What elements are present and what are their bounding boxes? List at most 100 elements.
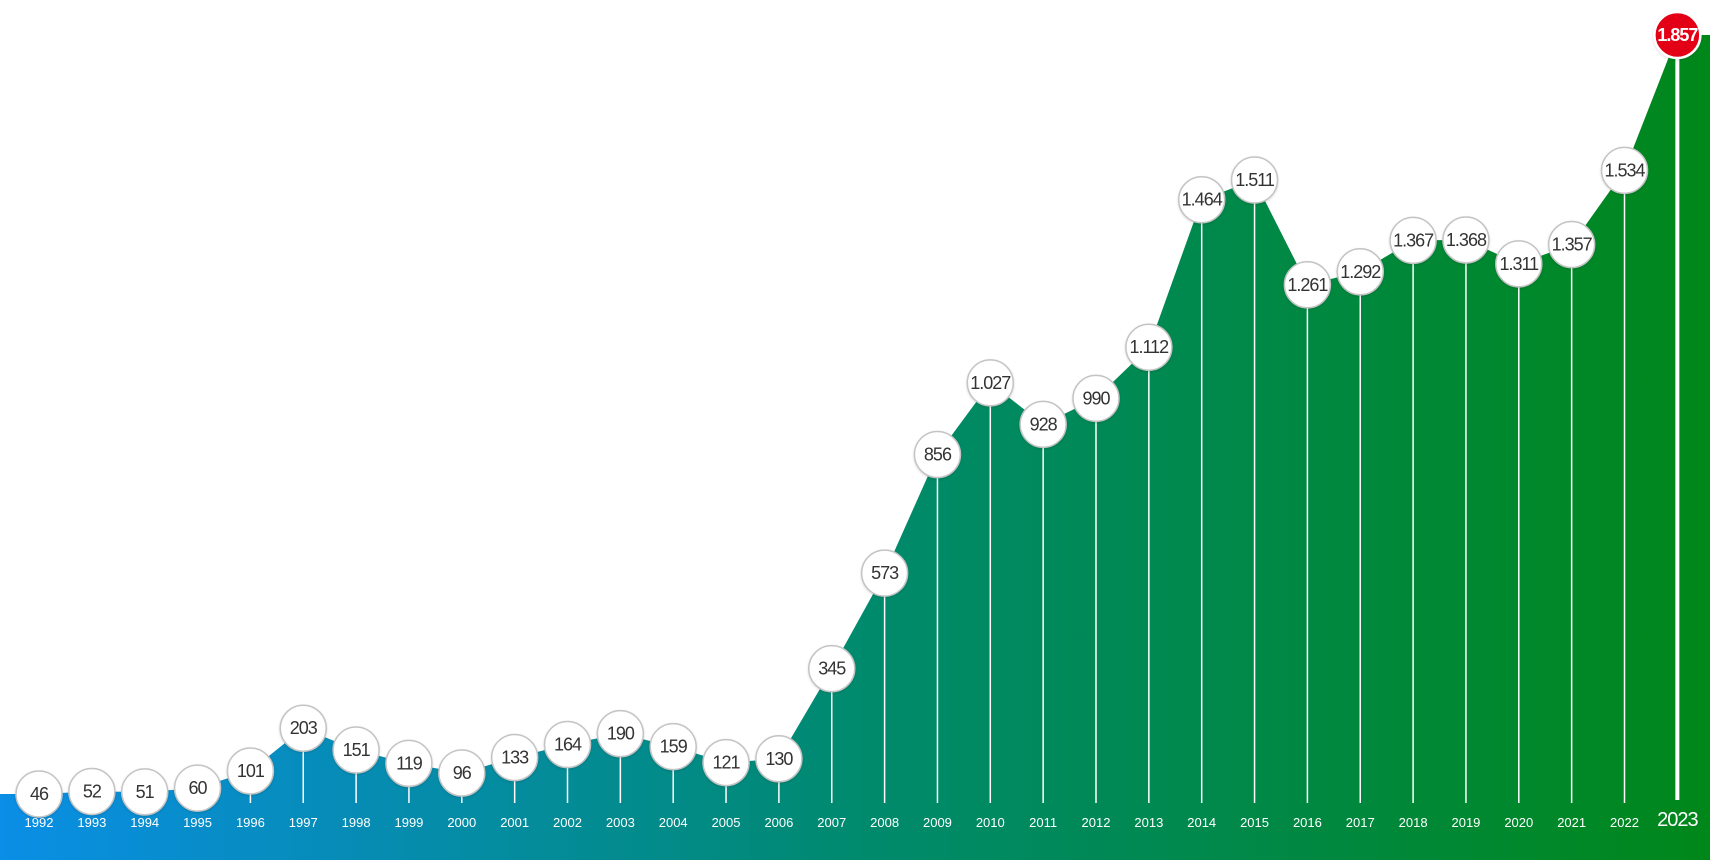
data-point [1389, 216, 1437, 265]
year-label: 1998 [342, 815, 371, 830]
value-bubble: 1.261 [1283, 261, 1332, 309]
data-label: 345 [818, 659, 846, 679]
value-bubbles-layer: 46 52 51 60 101 203 151 119 96 133 164 190 159 121 130… [15, 10, 1702, 818]
year-labels-layer: 1992 1993 1994 1995 1996 1997 1998 1999 2000 2001… [25, 809, 1700, 831]
value-bubble: 101 [226, 747, 275, 795]
data-label: 573 [871, 563, 899, 583]
data-label: 1.464 [1182, 190, 1223, 210]
value-bubble: 203 [279, 704, 327, 752]
data-label: 119 [396, 753, 423, 773]
data-label: 856 [924, 445, 952, 465]
data-point [1495, 240, 1543, 288]
data-point [1336, 248, 1384, 296]
year-label: 2008 [870, 815, 899, 830]
year-label: 1999 [394, 815, 423, 830]
value-bubble: 1.464 [1177, 175, 1226, 224]
data-label: 130 [765, 749, 793, 769]
year-label: 2009 [923, 815, 952, 830]
data-label: 203 [290, 718, 318, 738]
value-bubble: 51 [120, 768, 169, 816]
value-bubble: 345 [808, 644, 856, 693]
year-label: 1994 [130, 815, 159, 830]
data-point [173, 764, 222, 812]
data-point [279, 704, 327, 752]
value-bubble: 1.357 [1547, 220, 1596, 269]
year-label: 2020 [1504, 815, 1533, 830]
value-bubble: 190 [596, 709, 645, 758]
value-bubble: 151 [332, 726, 380, 774]
value-bubble: 990 [1072, 374, 1120, 423]
year-label: 2005 [712, 815, 741, 830]
year-label: 2000 [447, 815, 476, 830]
highlight-point [1653, 10, 1702, 60]
value-bubble: 96 [438, 749, 486, 797]
data-label: 1.112 [1129, 337, 1169, 357]
value-bubble: 1.534 [1600, 146, 1649, 195]
data-label: 1.511 [1235, 170, 1275, 190]
value-bubble: 1.368 [1442, 216, 1490, 264]
year-label: 2019 [1451, 815, 1480, 830]
data-label: 159 [660, 737, 688, 757]
data-label: 1.368 [1446, 230, 1487, 250]
data-point [332, 726, 380, 774]
data-point [226, 747, 275, 795]
data-point [68, 767, 116, 816]
value-bubble: 130 [755, 735, 803, 783]
year-label: 1997 [289, 815, 318, 830]
area-layer [0, 35, 1710, 860]
data-label: 60 [189, 778, 208, 798]
data-label: 151 [343, 740, 371, 760]
year-label: 2011 [1029, 815, 1057, 830]
data-label: 52 [83, 781, 102, 801]
data-point [1600, 146, 1649, 195]
data-label: 1.292 [1340, 262, 1381, 282]
year-label: 1996 [236, 815, 265, 830]
data-label: 1.027 [970, 373, 1011, 393]
value-bubble: 121 [702, 738, 750, 787]
value-bubble: 1.511 [1230, 156, 1279, 204]
year-label: 2016 [1293, 815, 1322, 830]
year-label: 2023 [1657, 809, 1698, 831]
data-point [120, 768, 169, 816]
year-label: 1992 [25, 815, 54, 830]
data-label: 1.367 [1393, 230, 1434, 250]
year-label: 2007 [817, 815, 846, 830]
year-label: 2022 [1610, 815, 1639, 830]
data-point [490, 733, 539, 782]
stems-layer [38, 35, 1680, 803]
data-point [966, 359, 1015, 407]
data-label: 990 [1082, 388, 1110, 408]
data-label: 101 [237, 761, 265, 781]
data-label: 1.261 [1287, 275, 1328, 295]
value-bubble: 52 [68, 767, 116, 816]
value-bubble: 1.367 [1389, 216, 1437, 265]
year-label: 2017 [1346, 815, 1375, 830]
data-label: 121 [713, 753, 741, 773]
year-label: 2013 [1134, 815, 1163, 830]
value-bubble: 133 [490, 733, 539, 782]
data-point [385, 739, 433, 788]
year-label: 2018 [1399, 815, 1428, 830]
data-label: 1.311 [1499, 254, 1539, 274]
data-point [860, 549, 909, 597]
year-label: 2014 [1187, 815, 1216, 830]
year-label: 2012 [1082, 815, 1111, 830]
value-bubble: 928 [1019, 400, 1067, 449]
data-label: 164 [554, 735, 582, 755]
value-bubble: 1.311 [1495, 240, 1543, 288]
data-point [649, 722, 697, 771]
value-bubble: 60 [173, 764, 222, 812]
data-point [913, 430, 962, 479]
data-point [1442, 216, 1490, 264]
data-label: 51 [136, 782, 155, 802]
year-label: 1993 [77, 815, 106, 830]
year-label: 2021 [1557, 815, 1586, 830]
data-point [1019, 400, 1067, 449]
value-bubble: 856 [913, 430, 962, 479]
value-bubble: 1.292 [1336, 248, 1384, 296]
value-bubble: 1.027 [966, 359, 1015, 407]
data-point [543, 720, 592, 769]
data-label: 928 [1030, 414, 1058, 434]
year-label: 2003 [606, 815, 635, 830]
